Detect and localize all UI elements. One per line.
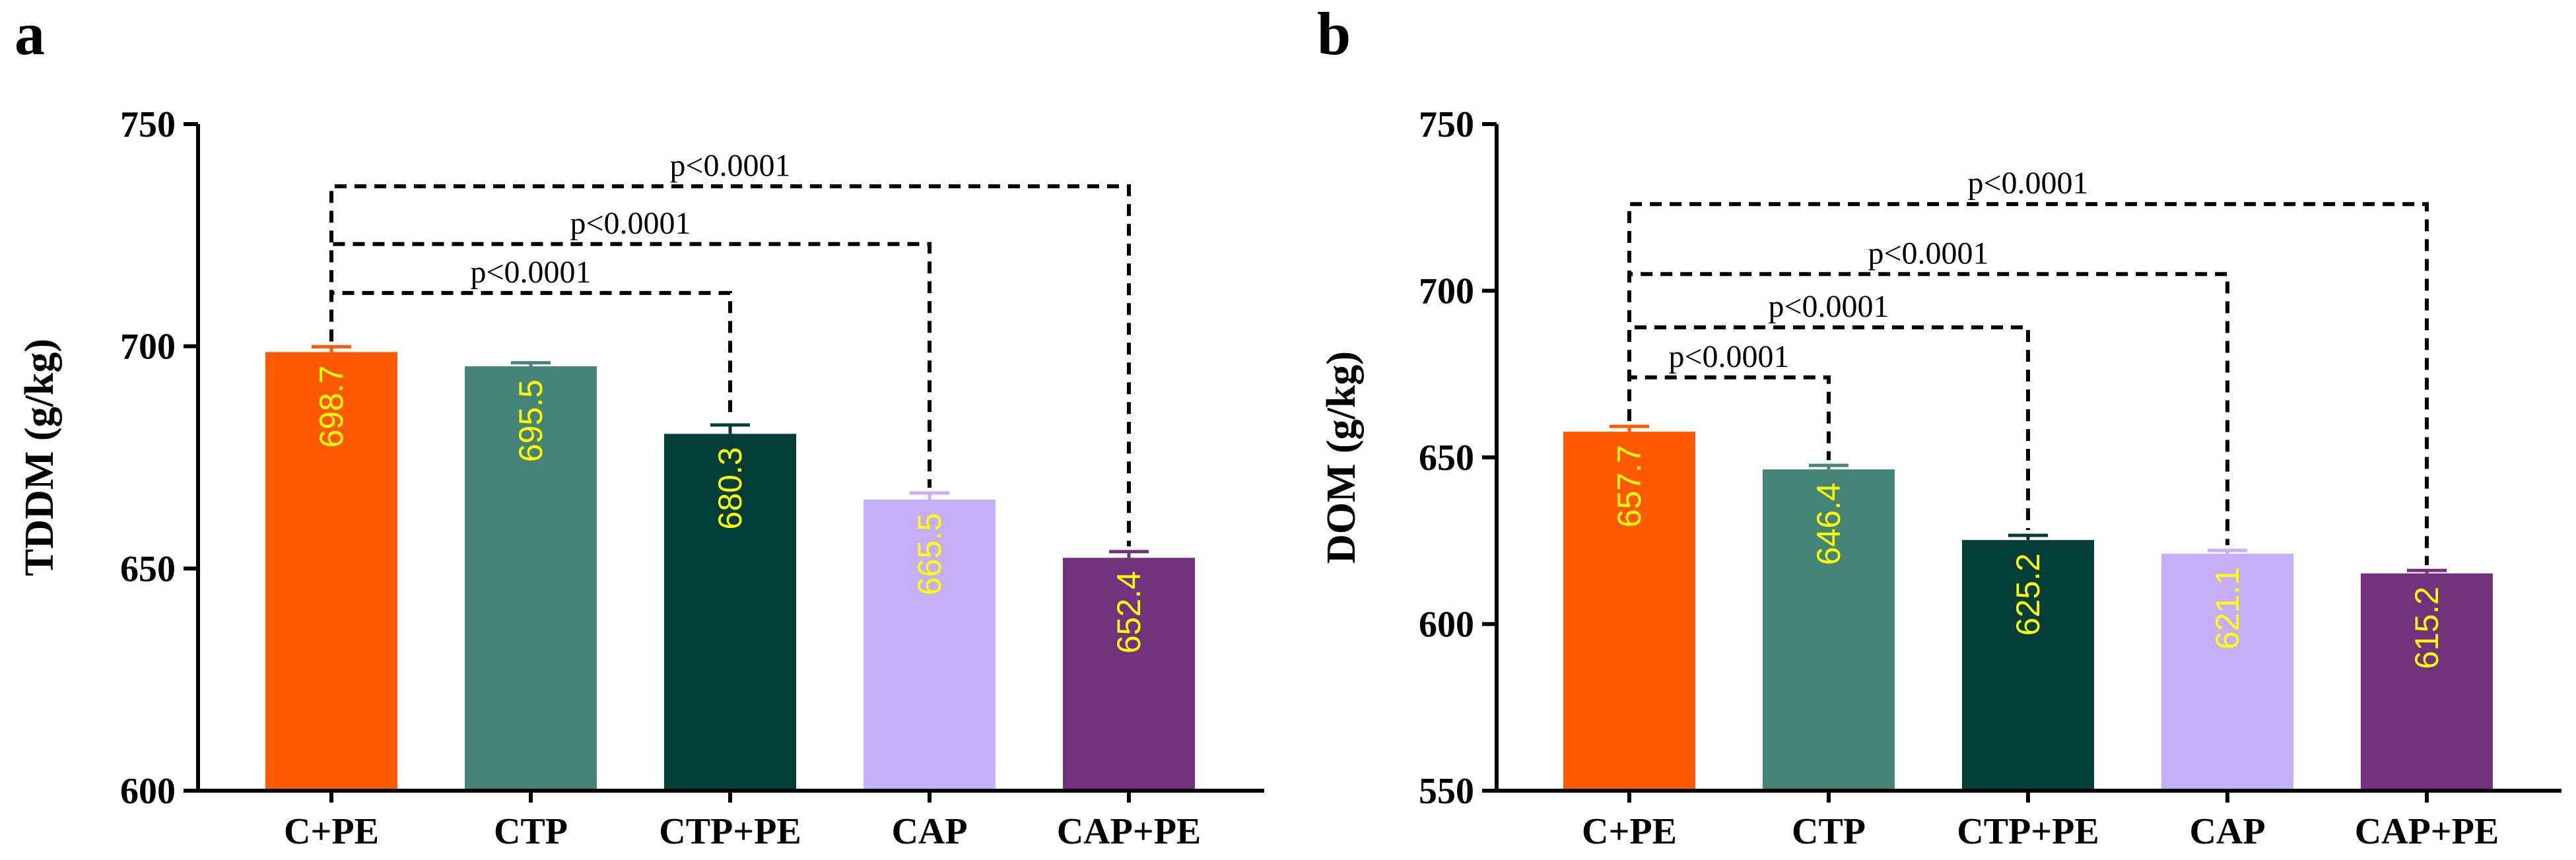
- panel-a-x-tick-label-4: CAP: [891, 811, 967, 852]
- panel-b-x-tick-label-1: C+PE: [1582, 811, 1677, 852]
- panel-b-chart: b DOM (g/kg) 657.7 C+PE 646.4 CTP 625.2 CTP+PE 6…: [1317, 0, 2561, 852]
- panel-b-y-tick-label-550: 550: [1419, 771, 1474, 812]
- panel-b-bar-4: [2161, 553, 2293, 791]
- panel-b-bar-value-label-4: 621.1: [2209, 567, 2246, 649]
- panel-a-bar-4: [864, 499, 996, 791]
- panel-a-significance-label-3: p<0.0001: [669, 148, 790, 183]
- panel-a-chart: a TDDM (g/kg) 698.7 C+PE 695.5 CTP 680.3 CTP+PE…: [15, 0, 1264, 852]
- panel-a-y-tick-label-650: 650: [120, 548, 176, 589]
- panel-b-significance-label-2: p<0.0001: [1768, 289, 1889, 324]
- panel-a-y-tick-label-600: 600: [120, 771, 176, 812]
- panel-b-bar-3: [1962, 540, 2094, 791]
- panel-a-x-tick-label-5: CAP+PE: [1057, 811, 1202, 852]
- panel-a-y-tick-label-700: 700: [120, 327, 176, 368]
- panel-b-y-tick-label-750: 750: [1419, 104, 1474, 145]
- panel-b-x-tick-label-5: CAP+PE: [2355, 811, 2499, 852]
- panel-a-bar-3: [664, 434, 796, 791]
- panel-a-x-tick-label-2: CTP: [494, 811, 568, 852]
- panel-b-x-tick-label-3: CTP+PE: [1957, 811, 2099, 852]
- panel-b-y-axis-title: DOM (g/kg): [1319, 351, 1364, 564]
- panel-a-y-axis-title: TDDM (g/kg): [17, 339, 62, 576]
- panel-b-y-tick-label-650: 650: [1419, 438, 1474, 479]
- panel-a-bar-5: [1063, 558, 1195, 791]
- panel-b-label: b: [1317, 0, 1351, 67]
- panel-a-significance-label-2: p<0.0001: [570, 206, 691, 241]
- panel-b-bar-value-label-3: 625.2: [2010, 553, 2047, 636]
- panel-a-bar-value-label-3: 680.3: [712, 447, 749, 529]
- panel-b-bar-5: [2361, 573, 2493, 791]
- panel-b-bar-value-label-5: 615.2: [2408, 587, 2445, 669]
- panel-a-significance-label-1: p<0.0001: [470, 255, 591, 290]
- panel-b-significance-label-1: p<0.0001: [1668, 339, 1789, 374]
- panel-a-label: a: [15, 0, 45, 67]
- panel-a-bar-value-label-5: 652.4: [1110, 571, 1147, 653]
- panel-b-bar-value-label-2: 646.4: [1810, 482, 1847, 565]
- panel-a-bar-value-label-1: 698.7: [313, 365, 350, 447]
- panel-b-y-tick-label-700: 700: [1419, 271, 1474, 312]
- panel-b-bar-2: [1763, 469, 1895, 791]
- panel-b-x-tick-label-2: CTP: [1792, 811, 1866, 852]
- panel-b-x-tick-label-4: CAP: [2189, 811, 2265, 852]
- panel-b-y-tick-label-600: 600: [1419, 605, 1474, 645]
- panel-a-x-tick-label-1: C+PE: [284, 811, 379, 852]
- panel-a-bar-2: [465, 366, 597, 791]
- panel-a-significance-bracket-2: [329, 242, 932, 488]
- panel-a-bar-value-label-4: 665.5: [911, 513, 948, 595]
- panel-b-significance-bracket-4: [1627, 202, 2429, 566]
- panel-a-y-tick-label-750: 750: [120, 104, 176, 145]
- panel-a-bar-1: [265, 352, 397, 791]
- panel-a-bar-value-label-2: 695.5: [512, 380, 549, 462]
- panel-b-bar-1: [1563, 432, 1695, 791]
- panel-a-significance-bracket-3: [329, 184, 1131, 546]
- panel-b-bar-value-label-1: 657.7: [1611, 445, 1648, 527]
- panel-b-significance-label-3: p<0.0001: [1868, 236, 1988, 271]
- panel-b-significance-label-4: p<0.0001: [1967, 166, 2088, 201]
- panel-a-x-tick-label-3: CTP+PE: [659, 811, 801, 852]
- panel-b-significance-bracket-3: [1627, 272, 2229, 545]
